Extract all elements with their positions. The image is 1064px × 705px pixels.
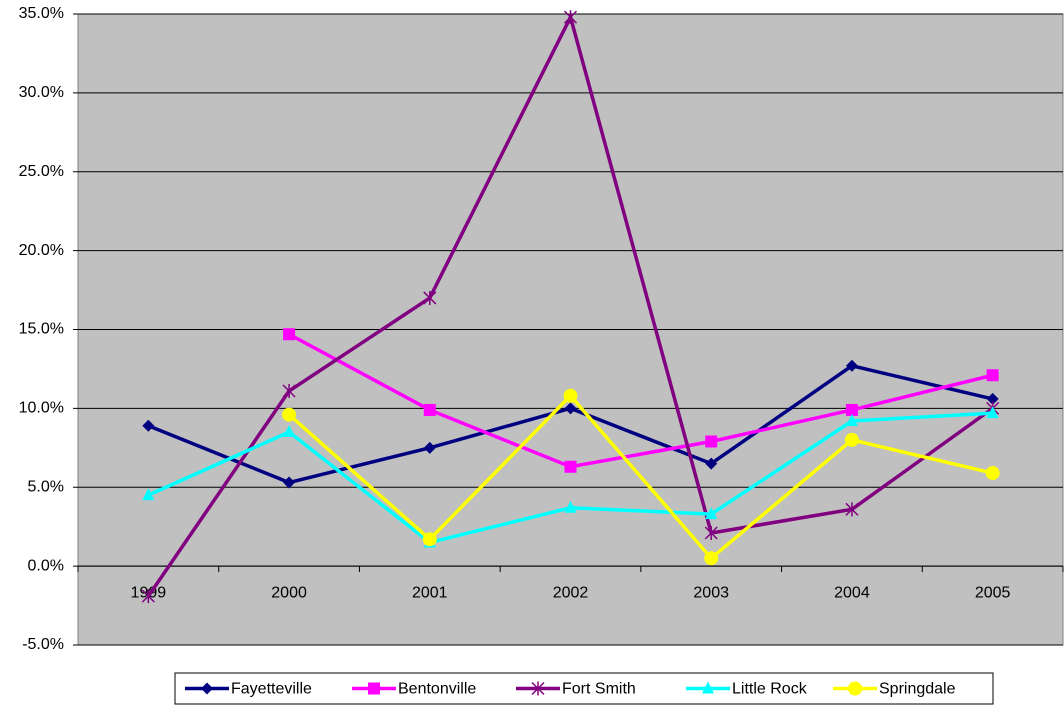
marker (423, 441, 436, 454)
marker (702, 681, 714, 694)
marker (705, 457, 718, 470)
x-tick-label: 2000 (271, 584, 307, 601)
x-tick-label: 2004 (834, 584, 870, 601)
y-tick-label: 10.0% (19, 400, 64, 417)
marker (563, 10, 578, 25)
marker (563, 388, 578, 403)
series-line (288, 332, 994, 469)
y-tick-label: 25.0% (19, 163, 64, 180)
legend-label: Fort Smith (562, 681, 636, 698)
y-tick-label: -5.0% (22, 636, 64, 653)
series-line (287, 393, 994, 561)
x-tick-label: 2005 (975, 584, 1011, 601)
marker (282, 407, 297, 422)
y-tick-label: 15.0% (19, 321, 64, 338)
marker (704, 551, 719, 566)
marker (564, 402, 577, 415)
x-tick-label: 2001 (412, 584, 448, 601)
legend-label: Bentonville (398, 681, 476, 698)
y-tick-label: 20.0% (19, 242, 64, 259)
marker (283, 425, 296, 438)
y-tick-label: 35.0% (19, 5, 64, 22)
marker (844, 432, 859, 447)
y-tick-label: 5.0% (28, 478, 64, 495)
marker (423, 403, 436, 416)
legend-label: Springdale (879, 681, 956, 698)
marker (423, 290, 437, 305)
marker (985, 466, 1000, 481)
marker (531, 681, 545, 696)
marker (705, 435, 718, 448)
legend-label: Fayetteville (231, 681, 312, 698)
marker (845, 403, 858, 416)
marker (845, 413, 858, 426)
marker (142, 488, 155, 501)
marker (142, 419, 155, 432)
marker (845, 502, 859, 517)
x-tick-label: 2003 (693, 584, 729, 601)
marker (705, 507, 718, 520)
marker (986, 392, 999, 405)
marker (368, 682, 380, 695)
y-tick-label: 0.0% (28, 557, 64, 574)
marker (282, 384, 296, 399)
marker (845, 359, 858, 372)
y-tick-label: 30.0% (19, 84, 64, 101)
marker (283, 328, 296, 341)
marker (141, 589, 155, 604)
x-tick-label: 2002 (553, 584, 589, 601)
marker (704, 525, 718, 540)
marker (848, 681, 862, 696)
marker (564, 460, 577, 473)
marker (986, 406, 999, 419)
marker (283, 476, 296, 489)
marker (422, 532, 437, 547)
marker (986, 369, 999, 382)
legend-label: Little Rock (732, 681, 808, 698)
marker (201, 682, 213, 695)
marker (564, 500, 577, 513)
